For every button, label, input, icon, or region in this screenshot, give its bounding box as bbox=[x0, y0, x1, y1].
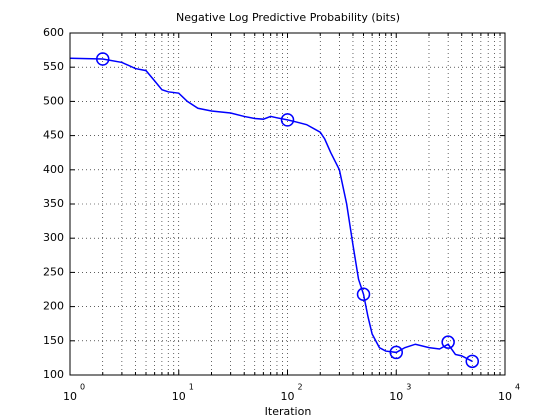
y-tick-label: 150 bbox=[43, 334, 64, 347]
x-tick-exponent: 2 bbox=[298, 383, 303, 392]
x-tick-exponent: 4 bbox=[515, 383, 520, 392]
y-tick-label: 350 bbox=[43, 197, 64, 210]
data-line bbox=[69, 57, 473, 362]
x-tick-exponent: 0 bbox=[80, 383, 85, 392]
x-axis-label: Iteration bbox=[265, 405, 312, 418]
x-tick-label: 10 bbox=[63, 390, 77, 403]
marker bbox=[356, 287, 371, 302]
y-tick-label: 200 bbox=[43, 300, 64, 313]
y-tick-label: 400 bbox=[43, 163, 64, 176]
marker bbox=[280, 113, 295, 127]
y-tick-label: 300 bbox=[43, 231, 64, 244]
plot bbox=[69, 52, 480, 369]
x-tick-label: 10 bbox=[389, 390, 403, 403]
x-tick-label: 10 bbox=[498, 390, 512, 403]
marker bbox=[389, 345, 403, 360]
y-tick-label: 600 bbox=[43, 26, 64, 39]
y-tick-label: 550 bbox=[43, 60, 64, 73]
x-tick-exponent: 3 bbox=[406, 383, 411, 392]
y-tick-label: 250 bbox=[43, 265, 64, 278]
x-tick-label: 10 bbox=[281, 390, 295, 403]
marker bbox=[95, 52, 110, 66]
chart-title: Negative Log Predictive Probability (bit… bbox=[176, 11, 400, 24]
x-tick-label: 10 bbox=[172, 390, 186, 403]
y-tick-label: 450 bbox=[43, 129, 64, 142]
marker bbox=[441, 335, 455, 349]
marker bbox=[465, 354, 480, 369]
y-tick-label: 100 bbox=[43, 368, 64, 381]
y-tick-label: 500 bbox=[43, 94, 64, 107]
x-tick-exponent: 1 bbox=[189, 383, 194, 392]
